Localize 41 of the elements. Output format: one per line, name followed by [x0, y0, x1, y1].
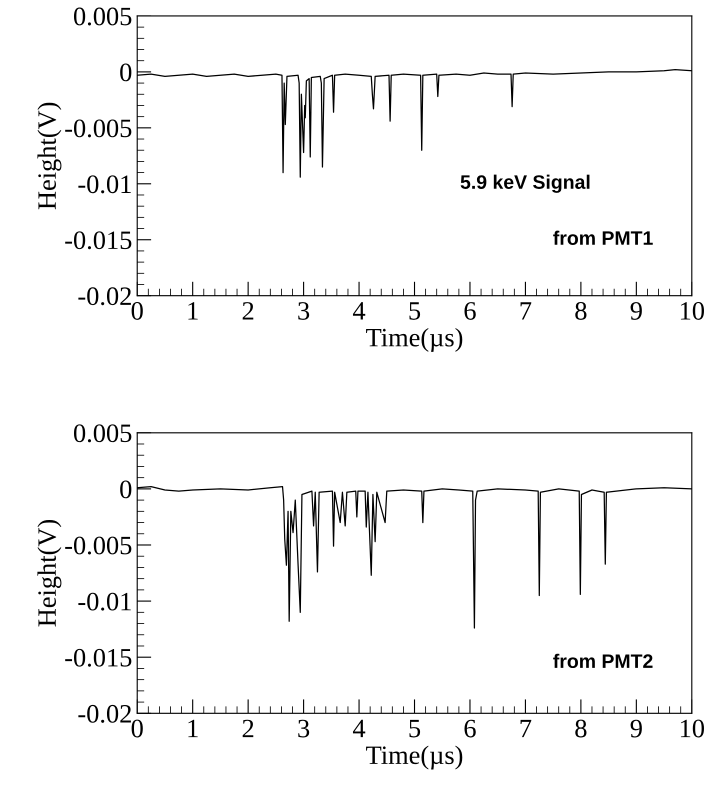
y-tick-label: -0.02 [78, 704, 131, 723]
x-tick-label: 1 [188, 720, 198, 738]
x-tick-label: 2 [242, 720, 254, 738]
x-tick-label: 6 [464, 720, 476, 738]
y-axis-title: Height(V) [37, 520, 62, 627]
x-tick-label: 5 [409, 720, 420, 738]
x-tick-label: 10 [680, 302, 704, 320]
y-tick-label: -0.005 [65, 119, 132, 138]
x-tick-label: 9 [630, 302, 642, 320]
y-tick-label: -0.01 [78, 175, 131, 194]
x-tick-label: 4 [352, 720, 366, 738]
x-tick-label: 3 [298, 302, 310, 320]
x-tick-label: 7 [520, 302, 532, 320]
x-tick-label: 4 [352, 302, 366, 320]
y-tick-label: 0.005 [74, 8, 132, 26]
x-tick-label: 10 [680, 720, 704, 738]
x-tick-label: 9 [630, 720, 642, 738]
x-tick-label: 8 [575, 302, 586, 320]
y-tick-label: 0 [120, 480, 132, 498]
y-tick-label: 0.005 [74, 424, 132, 442]
annotation: 5.9 keV Signal [460, 174, 590, 193]
y-tick-label: -0.015 [65, 648, 132, 667]
annotation: from PMT2 [553, 654, 653, 668]
y-tick-label: -0.005 [65, 536, 132, 555]
x-tick-label: 0 [132, 720, 143, 738]
x-tick-label: 7 [520, 720, 532, 738]
x-tick-label: 6 [464, 302, 476, 320]
x-axis-title: Time(µs) [366, 746, 462, 770]
x-tick-label: 1 [188, 302, 198, 320]
x-axis-title: Time(µs) [366, 328, 462, 352]
y-tick-label: 0 [120, 63, 132, 82]
y-axis-title: Height(V) [37, 102, 62, 210]
y-tick-label: -0.02 [78, 287, 131, 306]
x-tick-label: 2 [242, 302, 254, 320]
x-tick-label: 5 [409, 302, 420, 320]
y-tick-label: -0.015 [65, 231, 132, 250]
x-tick-label: 0 [132, 302, 143, 320]
x-tick-label: 8 [575, 720, 586, 738]
annotation: from PMT1 [553, 230, 653, 245]
y-tick-label: -0.01 [78, 592, 131, 611]
x-tick-label: 3 [298, 720, 310, 738]
